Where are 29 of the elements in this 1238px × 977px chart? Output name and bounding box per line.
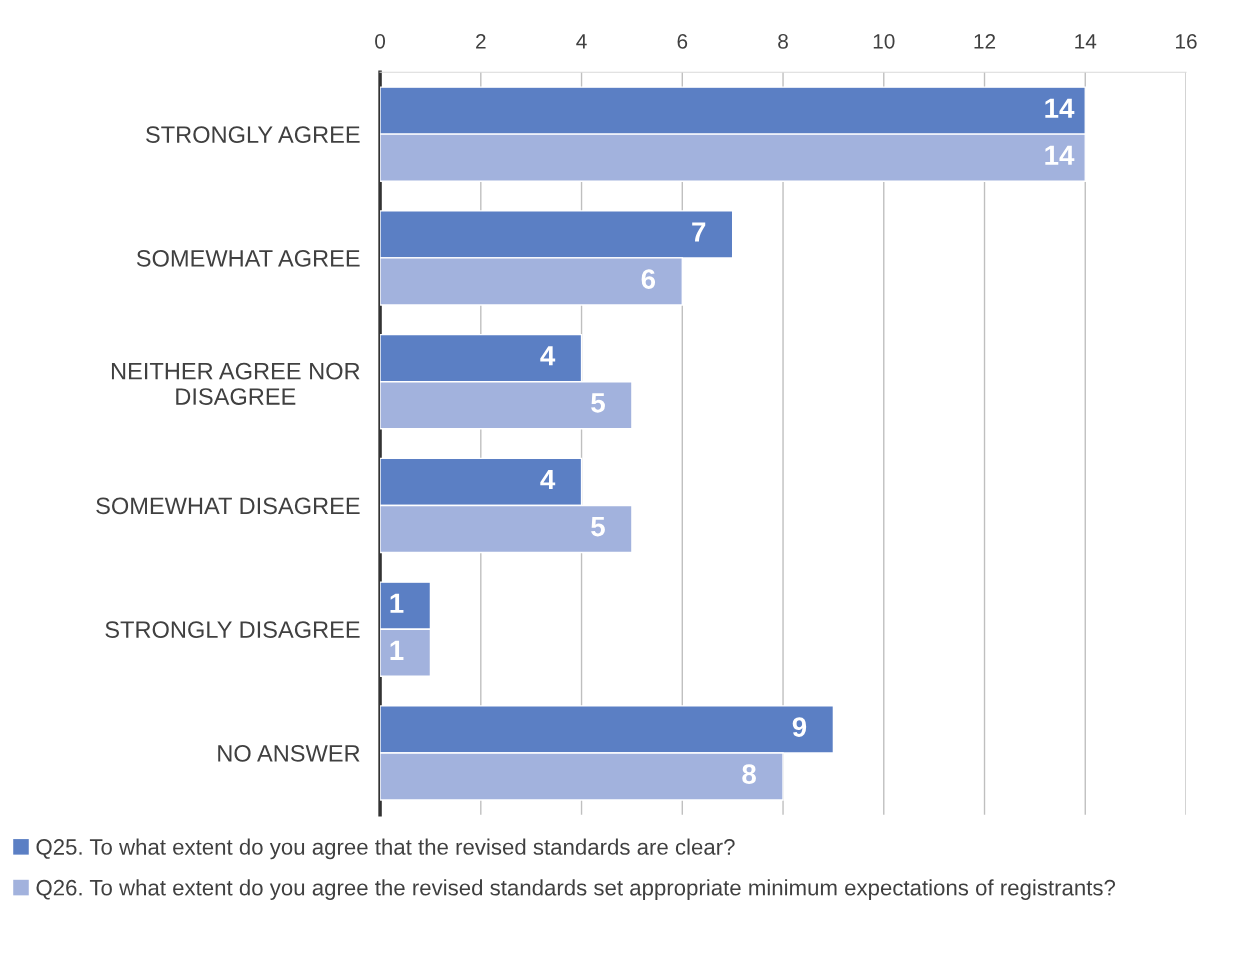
x-tick-label: 12 (974, 33, 996, 49)
y-tick-label: SOMEWHAT DISAGREE (96, 497, 360, 515)
y-tick-label: NO ANSWER (218, 745, 360, 762)
data-label: 14 (1045, 145, 1075, 165)
x-tick-label: 6 (677, 33, 688, 49)
x-tick-label: 2 (476, 33, 486, 49)
x-tick-label: 8 (778, 33, 788, 49)
x-tick-label: 16 (1176, 33, 1197, 49)
y-tick-label: SOMEWHAT AGREE (136, 250, 360, 267)
data-label: 1 (390, 640, 404, 660)
x-tick-label: 4 (576, 34, 587, 49)
y-tick-label: NEITHER AGREE NOR DISAGREE (111, 362, 360, 405)
x-tick-label: 14 (1075, 34, 1097, 49)
data-label: 8 (742, 764, 756, 784)
data-label: 4 (540, 346, 556, 366)
y-tick-label: STRONGLY DISAGREE (105, 621, 360, 638)
legend-label: Q26. To what extent do you agree the revised standards set appropriate minimum expectations of registrants? (36, 879, 1116, 900)
data-label: 1 (390, 593, 404, 613)
data-label: 7 (692, 222, 706, 242)
legend-label: Q25. To what extent do you agree that the revised standards are clear? (36, 838, 735, 860)
data-label: 14 (1045, 98, 1075, 118)
data-label: 5 (591, 517, 605, 537)
y-tick-label: STRONGLY AGREE (146, 126, 360, 143)
x-tick-label: 10 (873, 33, 895, 49)
data-label: 6 (641, 269, 656, 289)
data-label: 4 (540, 469, 556, 490)
data-label: 5 (591, 393, 605, 413)
x-tick-label: 0 (375, 33, 386, 49)
data-label: 9 (792, 717, 807, 737)
